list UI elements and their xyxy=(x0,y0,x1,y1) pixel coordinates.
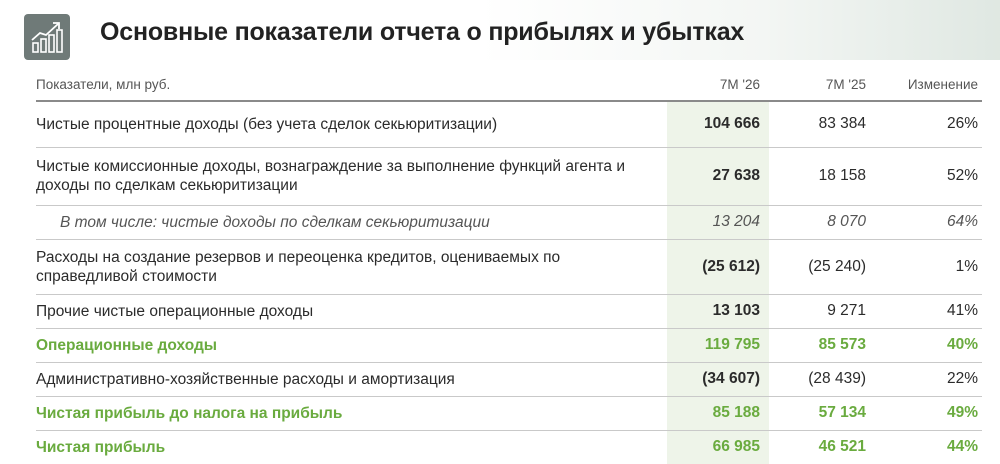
value-7m25: 85 573 xyxy=(764,328,870,363)
table-row: Административно-хозяйственные расходы и … xyxy=(36,362,982,397)
value-7m26: 27 638 xyxy=(666,147,764,206)
value-7m26: 104 666 xyxy=(666,101,764,148)
table-row: Прочие чистые операционные доходы 13 103… xyxy=(36,294,982,329)
row-label: Чистая прибыль xyxy=(36,438,166,456)
table-row: Чистая прибыль 66 985 46 521 44% xyxy=(36,430,982,464)
header-change: Изменение xyxy=(870,68,982,102)
table-header-row: Показатели, млн руб. 7М '26 7М '25 Измен… xyxy=(36,68,982,102)
value-change: 49% xyxy=(870,396,982,431)
value-7m26: 13 204 xyxy=(666,205,764,240)
row-label: Прочие чистые операционные доходы xyxy=(36,294,666,329)
row-label: Административно-хозяйственные расходы и … xyxy=(36,362,666,397)
value-change: 40% xyxy=(870,328,982,363)
row-label: Расходы на создание резервов и переоценк… xyxy=(36,239,666,295)
table-row: В том числе: чистые доходы по сделкам се… xyxy=(36,205,982,240)
row-label: Чистые комиссионные доходы, вознагражден… xyxy=(36,147,666,206)
table-row: Чистые процентные доходы (без учета сдел… xyxy=(36,101,982,148)
table-row: Чистые комиссионные доходы, вознагражден… xyxy=(36,147,982,206)
value-7m26: (34 607) xyxy=(666,362,764,397)
value-change: 44% xyxy=(946,438,978,456)
page-title: Основные показатели отчета о прибылях и … xyxy=(100,18,745,46)
table-row: Чистая прибыль до налога на прибыль 85 1… xyxy=(36,396,982,431)
header-background-decoration xyxy=(480,0,1000,60)
row-label: Чистая прибыль до налога на прибыль xyxy=(36,396,666,431)
value-change: 26% xyxy=(870,101,982,148)
row-label: В том числе: чистые доходы по сделкам се… xyxy=(36,205,666,240)
value-7m26: 13 103 xyxy=(666,294,764,329)
value-7m26: 119 795 xyxy=(666,328,764,363)
value-change: 52% xyxy=(870,147,982,206)
income-statement-table: Показатели, млн руб. 7М '26 7М '25 Измен… xyxy=(36,68,982,464)
row-label: Операционные доходы xyxy=(36,328,666,363)
table-row: Расходы на создание резервов и переоценк… xyxy=(36,239,982,295)
value-7m26: 66 985 xyxy=(712,438,760,456)
value-change: 22% xyxy=(870,362,982,397)
row-label: Чистые процентные доходы (без учета сдел… xyxy=(36,101,666,148)
value-7m25: 57 134 xyxy=(764,396,870,431)
header-indicator: Показатели, млн руб. xyxy=(36,68,666,102)
value-change: 64% xyxy=(870,205,982,240)
table-row: Операционные доходы 119 795 85 573 40% xyxy=(36,328,982,363)
value-7m25: (28 439) xyxy=(764,362,870,397)
value-7m25: 46 521 xyxy=(818,438,866,456)
value-change: 41% xyxy=(870,294,982,329)
header-7m25: 7М '25 xyxy=(764,68,870,102)
value-7m25: 83 384 xyxy=(764,101,870,148)
growth-chart-icon xyxy=(24,14,70,60)
value-7m25: (25 240) xyxy=(764,239,870,295)
value-7m25: 18 158 xyxy=(764,147,870,206)
value-7m26: (25 612) xyxy=(666,239,764,295)
header-7m26: 7М '26 xyxy=(666,68,764,102)
value-change: 1% xyxy=(870,239,982,295)
value-7m25: 8 070 xyxy=(764,205,870,240)
value-7m25: 9 271 xyxy=(764,294,870,329)
value-7m26: 85 188 xyxy=(666,396,764,431)
